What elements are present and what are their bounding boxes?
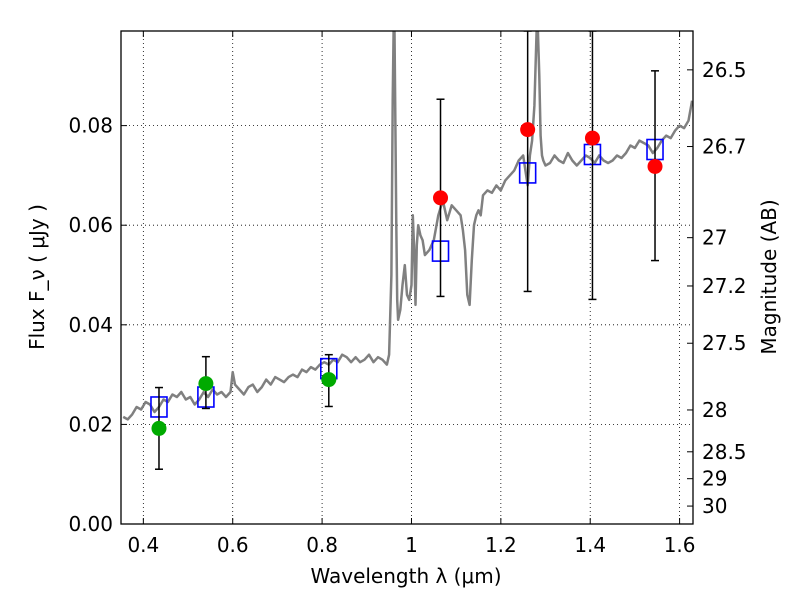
model-spectrum-line [122, 31, 693, 421]
y2-tick-label: 26.5 [702, 58, 747, 82]
data-point [520, 122, 536, 138]
y2-tick-label: 29 [702, 467, 727, 491]
x-tick-label: 0.8 [306, 533, 338, 557]
y-tick-label: 0.04 [68, 313, 113, 337]
x-tick-label: 0.4 [127, 533, 159, 557]
y2-tick-label: 27 [702, 226, 727, 250]
y-tick-label: 0.06 [68, 213, 113, 237]
axis-ticks: 0.4 0.6 0.8 1 1.2 1.4 1.6 0.00 0.02 0.04 0.06 0.08 2… [68, 31, 747, 557]
x-tick-label: 1.6 [664, 533, 696, 557]
data-point [647, 158, 663, 174]
y2-tick-label: 26.7 [702, 135, 747, 159]
x-tick-label: 1 [405, 533, 418, 557]
x-axis-title: Wavelength λ (μm) [310, 564, 501, 588]
x-tick-label: 1.4 [574, 533, 606, 557]
y-tick-label: 0.02 [68, 412, 113, 436]
grid [121, 31, 693, 524]
plot-frame [120, 30, 694, 525]
y2-tick-label: 28 [702, 398, 727, 422]
data-point [198, 376, 214, 392]
y-axis-title: Flux F_ν ( μJy ) [25, 204, 49, 350]
data-point [151, 420, 167, 436]
y-tick-label: 0.08 [68, 114, 113, 138]
y2-tick-label: 27.2 [702, 274, 747, 298]
data-point [584, 130, 600, 146]
y-tick-label: 0.00 [68, 512, 113, 536]
y2-axis-title: Magnitude (AB) [757, 199, 781, 354]
data-series [122, 31, 693, 470]
x-tick-label: 1.2 [485, 533, 517, 557]
y2-tick-label: 28.5 [702, 440, 747, 464]
data-point [321, 372, 337, 388]
data-point [433, 190, 449, 206]
x-tick-label: 0.6 [217, 533, 249, 557]
y2-tick-label: 30 [702, 494, 727, 518]
y2-tick-label: 27.5 [702, 331, 747, 355]
